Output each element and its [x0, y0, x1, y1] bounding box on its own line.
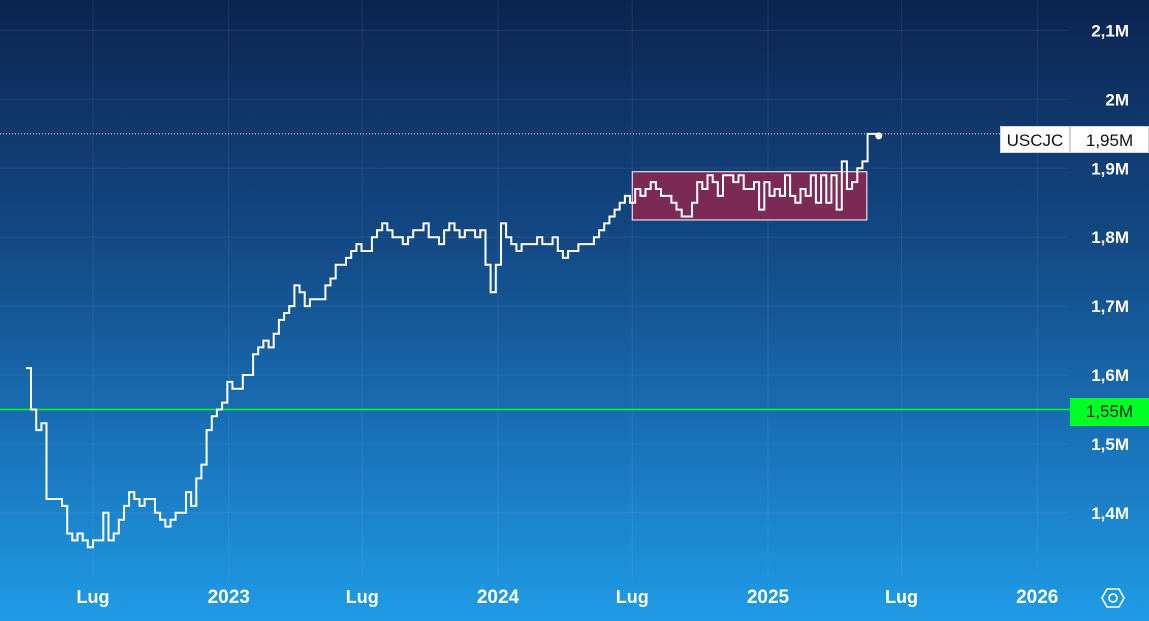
x-tick-label: Lug [885, 587, 918, 607]
grid [0, 0, 1068, 578]
y-tick-label: 1,9M [1091, 159, 1129, 178]
x-tick-label: Lug [346, 587, 379, 607]
x-tick-label: Lug [616, 587, 649, 607]
last-value-label: 1,95M [1070, 126, 1149, 153]
last-point-marker [875, 132, 883, 140]
y-tick-label: 1,7M [1091, 297, 1129, 316]
series-group [0, 132, 1000, 549]
y-tick-label: 1,4M [1091, 504, 1129, 523]
y-tick-label: 2,1M [1091, 22, 1129, 41]
series-line [25, 132, 878, 549]
y-tick-label: 1,6M [1091, 366, 1129, 385]
symbol-label: USCJC [1000, 126, 1070, 153]
y-tick-label: 1,8M [1091, 228, 1129, 247]
x-tick-label: 2025 [747, 587, 790, 608]
y-axis: 1,4M 1,5M 1,6M 1,7M 1,8M 1,9M 2M 2,1M [1091, 22, 1129, 523]
reference-value-label: 1,55M [1070, 398, 1149, 426]
x-tick-label: 2023 [208, 587, 250, 608]
x-tick-label: Lug [77, 587, 110, 607]
y-tick-label: 2M [1105, 90, 1129, 109]
settings-icon[interactable] [1100, 586, 1126, 610]
x-tick-label: 2026 [1016, 587, 1058, 608]
x-axis: Lug 2023 Lug 2024 Lug 2025 Lug 2026 [77, 587, 1059, 608]
x-tick-label: 2024 [477, 587, 520, 608]
y-tick-label: 1,5M [1091, 435, 1129, 454]
